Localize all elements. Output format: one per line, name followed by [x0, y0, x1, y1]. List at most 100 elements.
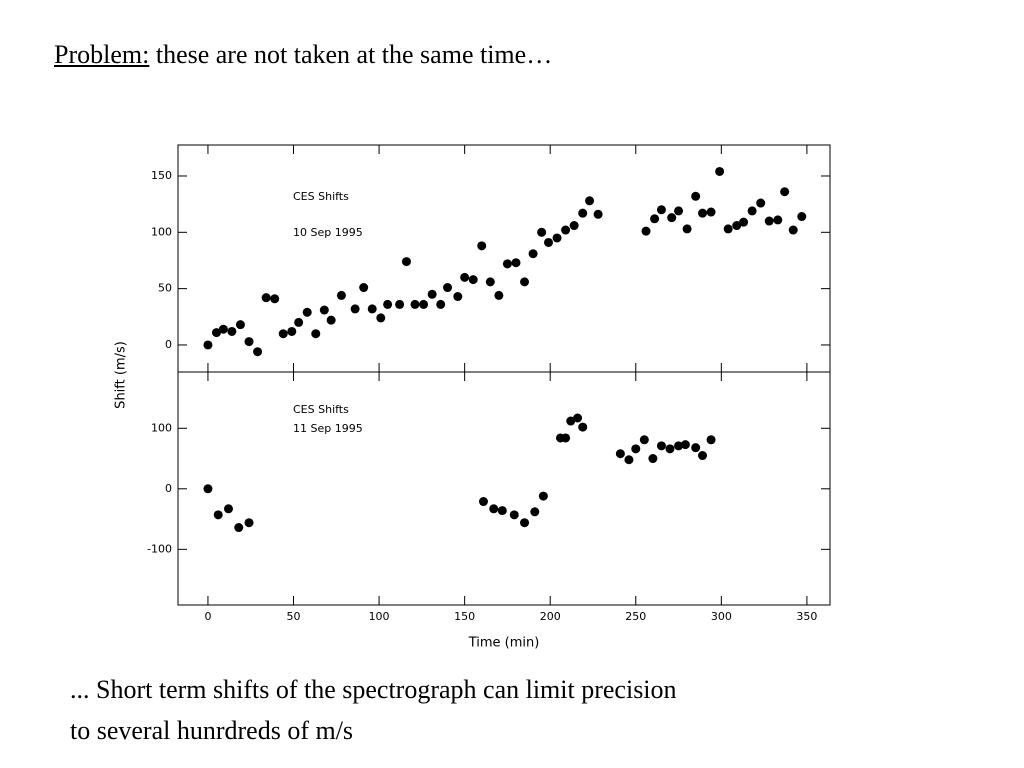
- x-tick-label: 150: [454, 610, 475, 623]
- point: [665, 444, 675, 454]
- point: [223, 504, 233, 514]
- point: [739, 217, 749, 227]
- point: [615, 449, 625, 459]
- point: [674, 206, 684, 216]
- point: [326, 315, 336, 325]
- annotation: CES Shifts: [293, 190, 349, 203]
- x-tick-label: 100: [369, 610, 390, 623]
- point: [489, 504, 499, 514]
- point: [573, 413, 583, 423]
- point: [478, 497, 488, 507]
- title-label: Problem:: [54, 40, 150, 69]
- point: [427, 289, 437, 299]
- point: [287, 326, 297, 336]
- point: [648, 454, 658, 464]
- point: [674, 441, 684, 451]
- point: [656, 441, 666, 451]
- annotation: 10 Sep 1995: [293, 226, 363, 239]
- point: [756, 198, 766, 208]
- point: [552, 233, 562, 243]
- point: [383, 299, 393, 309]
- x-tick-label: 300: [711, 610, 732, 623]
- point: [715, 166, 725, 176]
- point: [698, 208, 708, 218]
- point: [706, 435, 716, 445]
- point: [780, 187, 790, 197]
- point: [764, 216, 774, 226]
- point: [585, 196, 595, 206]
- point: [468, 275, 478, 285]
- point: [631, 444, 641, 454]
- point: [460, 272, 470, 282]
- y-axis-label: Shift (m/s): [114, 341, 129, 409]
- point: [797, 212, 807, 222]
- point: [213, 510, 223, 520]
- point: [538, 491, 548, 501]
- point: [419, 299, 429, 309]
- point: [376, 313, 386, 323]
- point: [401, 257, 411, 267]
- point: [680, 440, 690, 450]
- point: [261, 293, 271, 303]
- point: [497, 506, 507, 516]
- point: [788, 225, 798, 235]
- point: [359, 283, 369, 293]
- point: [773, 215, 783, 225]
- point: [732, 221, 742, 231]
- point: [561, 225, 571, 235]
- x-tick-label: 250: [625, 610, 646, 623]
- point: [530, 507, 540, 517]
- point: [443, 283, 453, 293]
- point: [543, 237, 553, 247]
- point: [253, 347, 263, 357]
- point: [234, 523, 244, 533]
- point: [682, 224, 692, 234]
- point: [706, 207, 716, 217]
- point: [537, 227, 547, 237]
- point: [747, 206, 757, 216]
- point: [656, 205, 666, 215]
- point: [212, 328, 222, 338]
- annotation: CES Shifts: [293, 403, 349, 416]
- point: [410, 299, 420, 309]
- point: [436, 299, 446, 309]
- point: [578, 422, 588, 432]
- point: [593, 209, 603, 219]
- y-tick-label: 50: [158, 282, 172, 295]
- y-tick-label: 100: [151, 225, 172, 238]
- caption-line: to several hunrdreds of m/s: [70, 716, 354, 745]
- point: [278, 329, 288, 339]
- point: [650, 214, 660, 224]
- y-tick-label: 0: [165, 482, 172, 495]
- point: [502, 259, 512, 269]
- point: [477, 241, 487, 251]
- annotation: 11 Sep 1995: [293, 422, 363, 435]
- point: [528, 249, 538, 259]
- x-tick-label: 350: [796, 610, 817, 623]
- point: [641, 226, 651, 236]
- point: [723, 224, 733, 234]
- point: [624, 455, 634, 465]
- point: [561, 433, 571, 443]
- point: [244, 337, 254, 347]
- point: [311, 329, 321, 339]
- point: [395, 299, 405, 309]
- x-tick-label: 200: [540, 610, 561, 623]
- caption-line: ... Short term shifts of the spectrograp…: [70, 675, 677, 704]
- x-axis-label: Time (min): [468, 636, 540, 651]
- point: [218, 324, 228, 334]
- point: [336, 290, 346, 300]
- point: [203, 340, 213, 350]
- point: [244, 518, 254, 528]
- point: [294, 317, 304, 327]
- plot-frame: [177, 371, 831, 606]
- point: [302, 307, 312, 317]
- point: [203, 484, 213, 494]
- point: [270, 294, 280, 304]
- y-tick-label: 150: [151, 169, 172, 182]
- point: [698, 451, 708, 461]
- point: [367, 304, 377, 314]
- x-tick-label: 50: [287, 610, 301, 623]
